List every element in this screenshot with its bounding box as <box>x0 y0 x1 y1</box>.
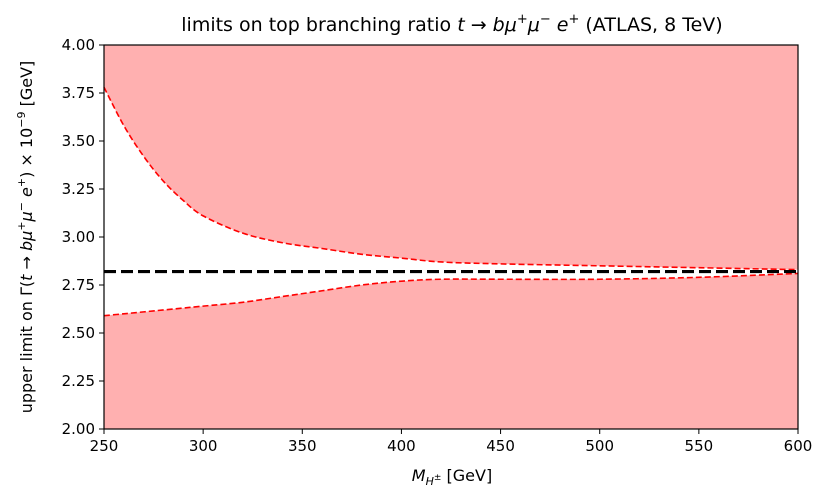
y-tick-label: 3.00 <box>62 228 95 246</box>
x-tick-label: 300 <box>189 437 218 455</box>
y-axis-label: upper limit on Γ(t → bμ+μ− e+) × 10−9 [G… <box>15 61 36 414</box>
y-tick-label: 2.75 <box>62 276 95 294</box>
y-tick-label: 2.00 <box>62 420 95 438</box>
upper-bound-line <box>103 86 799 271</box>
chart-title: limits on top branching ratio t → bμ+μ− … <box>181 12 722 36</box>
x-tick-label: 400 <box>387 437 416 455</box>
y-tick-label: 4.00 <box>62 36 95 54</box>
y-tick-label: 3.25 <box>62 180 95 198</box>
excluded-region-upper <box>104 45 798 270</box>
y-tick-label: 3.50 <box>62 132 95 150</box>
lower-bound-line <box>103 272 799 317</box>
x-tick-label: 550 <box>685 437 714 455</box>
excluded-region-lower <box>104 273 798 429</box>
y-tick-label: 2.50 <box>62 324 95 342</box>
x-tick-label: 600 <box>784 437 813 455</box>
x-tick-label: 450 <box>486 437 515 455</box>
x-axis-label: MH± [GeV] <box>412 466 492 488</box>
y-tick-label: 2.25 <box>62 372 95 390</box>
y-tick-label: 3.75 <box>62 84 95 102</box>
x-tick-label: 250 <box>90 437 119 455</box>
x-tick-label: 500 <box>585 437 614 455</box>
x-tick-label: 350 <box>288 437 317 455</box>
